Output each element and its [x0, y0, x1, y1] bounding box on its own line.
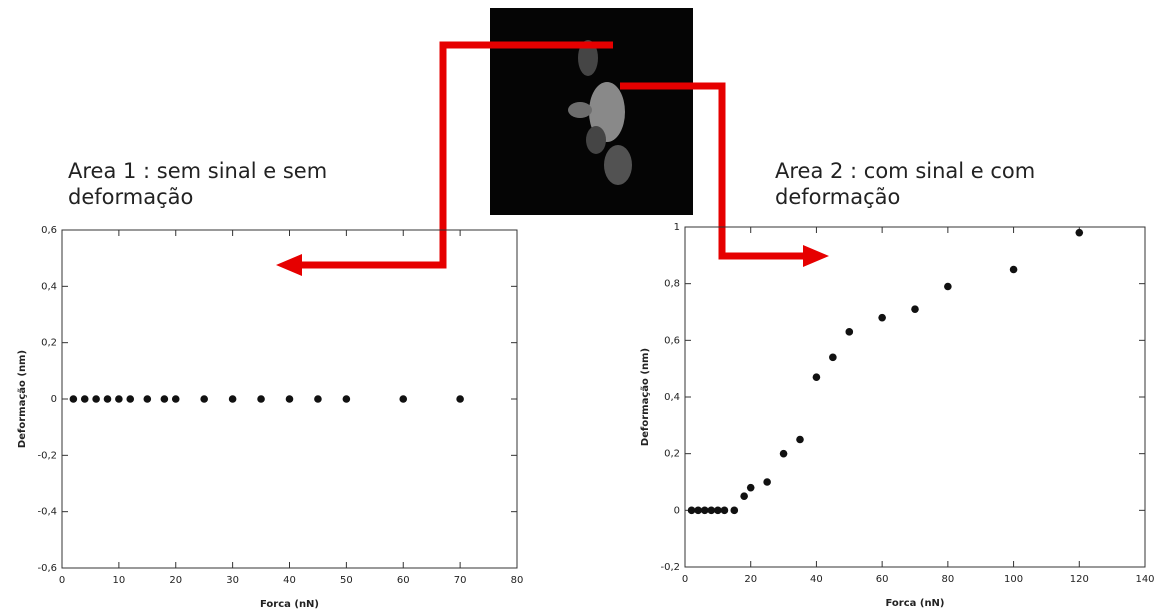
y-tick-label: -0,2: [37, 450, 57, 461]
x-tick-label: 140: [1135, 574, 1154, 585]
data-point: [399, 395, 408, 403]
data-point: [746, 483, 755, 492]
x-tick-label: 40: [283, 575, 296, 586]
data-point: [1009, 265, 1018, 274]
data-point: [285, 395, 294, 403]
x-tick-label: 70: [454, 575, 467, 586]
data-point: [1075, 228, 1084, 237]
x-tick-label: 10: [113, 575, 126, 586]
x-tick-label: 0: [682, 574, 688, 585]
image-features: [568, 40, 632, 185]
data-point: [126, 395, 135, 403]
y-tick-label: -0,2: [660, 562, 680, 573]
data-point: [878, 313, 886, 322]
y-axis-label: Deformação (nm): [17, 350, 28, 448]
data-point: [845, 328, 854, 336]
y-tick-label: 0: [674, 505, 680, 516]
arrow-area-1: [300, 41, 613, 269]
data-point: [730, 506, 739, 515]
x-axis-label: Forca (nN): [885, 598, 944, 609]
data-point: [829, 353, 837, 362]
data-point: [944, 282, 952, 291]
data-point: [812, 373, 821, 381]
data-point: [779, 449, 788, 458]
data-point: [228, 395, 237, 403]
data-point: [69, 395, 78, 403]
x-tick-label: 80: [511, 575, 524, 586]
x-tick-label: 40: [810, 574, 823, 585]
data-point: [714, 506, 722, 515]
x-tick-label: 60: [397, 575, 410, 586]
data-point: [456, 395, 464, 403]
x-tick-label: 50: [340, 575, 353, 586]
area-title: Area 2 : com sinal e com deformação: [775, 159, 1036, 209]
data-point: [687, 506, 696, 515]
x-axis-label: Forca (nN): [260, 599, 319, 610]
data-point: [911, 305, 919, 313]
arrows: [300, 41, 805, 269]
data-point: [92, 395, 100, 403]
data-point: [342, 395, 351, 403]
x-tick-label: 80: [941, 574, 954, 585]
data-point: [740, 492, 748, 500]
y-tick-label: 0,4: [41, 281, 57, 292]
image-blob: [578, 40, 598, 76]
data-point: [720, 506, 729, 515]
y-tick-label: -0,6: [37, 563, 57, 574]
data-point: [171, 395, 180, 403]
data-point: [796, 435, 804, 444]
arrowhead: [803, 245, 829, 267]
x-tick-label: 20: [169, 575, 182, 586]
data-point: [143, 395, 152, 403]
plot-frame: [684, 226, 1146, 568]
x-tick-label: 30: [226, 575, 239, 586]
y-tick-label: 0,6: [41, 225, 57, 236]
y-tick-label: 0,8: [664, 279, 680, 290]
x-tick-label: 20: [744, 574, 757, 585]
y-tick-label: 0,4: [664, 392, 680, 403]
y-tick-label: 1: [674, 222, 680, 233]
data-point: [694, 506, 702, 515]
image-blob: [586, 126, 606, 154]
x-tick-label: 100: [1004, 574, 1023, 585]
y-tick-label: 0,2: [664, 449, 680, 460]
area-title: Area 1 : sem sinal e sem deformação: [68, 159, 328, 209]
x-tick-label: 120: [1070, 574, 1089, 585]
data-point: [257, 395, 265, 403]
image-blob: [568, 102, 592, 118]
y-tick-label: 0,6: [664, 335, 680, 346]
data-point: [763, 478, 771, 486]
y-axis-label: Deformação (nm): [640, 348, 651, 446]
data-point: [707, 506, 716, 515]
data-point: [80, 395, 89, 403]
data-point: [103, 395, 112, 403]
y-tick-label: 0: [51, 394, 57, 405]
x-tick-label: 0: [59, 575, 65, 586]
data-point: [314, 395, 322, 403]
y-tick-label: 0,2: [41, 338, 57, 349]
arrow-area-2: [620, 82, 805, 260]
arrowhead: [276, 254, 302, 276]
x-tick-label: 60: [876, 574, 889, 585]
image-blob: [604, 145, 632, 185]
y-tick-label: -0,4: [37, 507, 57, 518]
data-point: [700, 506, 709, 515]
data-point: [160, 395, 169, 403]
data-point: [200, 395, 208, 403]
data-point: [115, 395, 123, 403]
